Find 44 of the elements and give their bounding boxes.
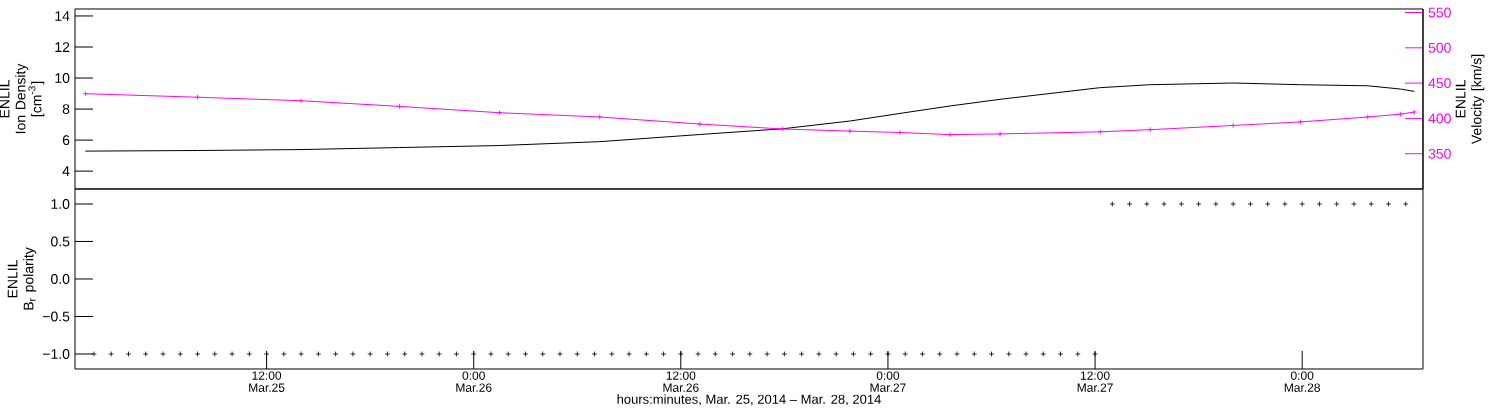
x-tick-label: 12:00 Mar.25 — [249, 371, 285, 392]
y-axis-title: ENLIL Ion Density [cm$^{-3}$] — [0, 63, 45, 134]
point — [396, 103, 403, 110]
y2-tick-label: 500 — [1428, 42, 1451, 53]
point — [1297, 119, 1304, 125]
point — [1397, 111, 1404, 117]
line-series — [84, 82, 1415, 152]
point — [897, 129, 903, 136]
point — [947, 131, 953, 138]
x-tick-label: 0:00 Mar.27 — [870, 371, 906, 392]
point — [596, 114, 603, 120]
x-tick-label: 12:00 Mar.27 — [1077, 371, 1113, 392]
y-tick-label: 0.5 — [51, 236, 70, 247]
point — [1364, 114, 1371, 120]
y-tick-label: 6 — [62, 135, 70, 146]
y-tick-label: 1.0 — [51, 199, 70, 209]
y-tick-label: 4 — [62, 166, 70, 176]
y-tick-label: 0.0 — [51, 274, 70, 284]
y-axis-title: ENLIL B$_{r}$ polarity — [7, 247, 37, 310]
point — [847, 128, 853, 134]
x-tick-label: 0:00 Mar.26 — [456, 371, 492, 392]
y-tick-label: 10 — [55, 73, 70, 83]
x-tick-label: 12:00 Mar.26 — [663, 371, 699, 392]
point — [697, 121, 703, 127]
point — [1147, 126, 1154, 133]
y-tick-label: −0.5 — [43, 311, 70, 322]
y2-axis-title: ENLIL Velocity [km/s] — [1455, 54, 1485, 145]
point — [1230, 122, 1236, 129]
y-tick-label: 8 — [62, 104, 70, 115]
y2-tick-label: 350 — [1428, 148, 1451, 159]
y2-tick-label: 450 — [1428, 78, 1451, 89]
point — [298, 97, 304, 104]
y-tick-label: 12 — [55, 42, 70, 52]
y-tick-label: 14 — [55, 11, 70, 21]
y2-tick-label: 550 — [1428, 7, 1451, 18]
point — [997, 131, 1003, 137]
y2-tick-label: 400 — [1428, 113, 1451, 124]
point — [194, 94, 201, 101]
point — [496, 109, 503, 116]
point — [779, 126, 786, 132]
x-tick-label: 0:00 Mar.28 — [1284, 371, 1320, 392]
x-axis-title: hours:minutes, Mar. 25, 2014 – Mar. 28, 2014 — [617, 394, 881, 406]
point — [1097, 129, 1104, 135]
y-tick-label: −1.0 — [43, 349, 70, 359]
